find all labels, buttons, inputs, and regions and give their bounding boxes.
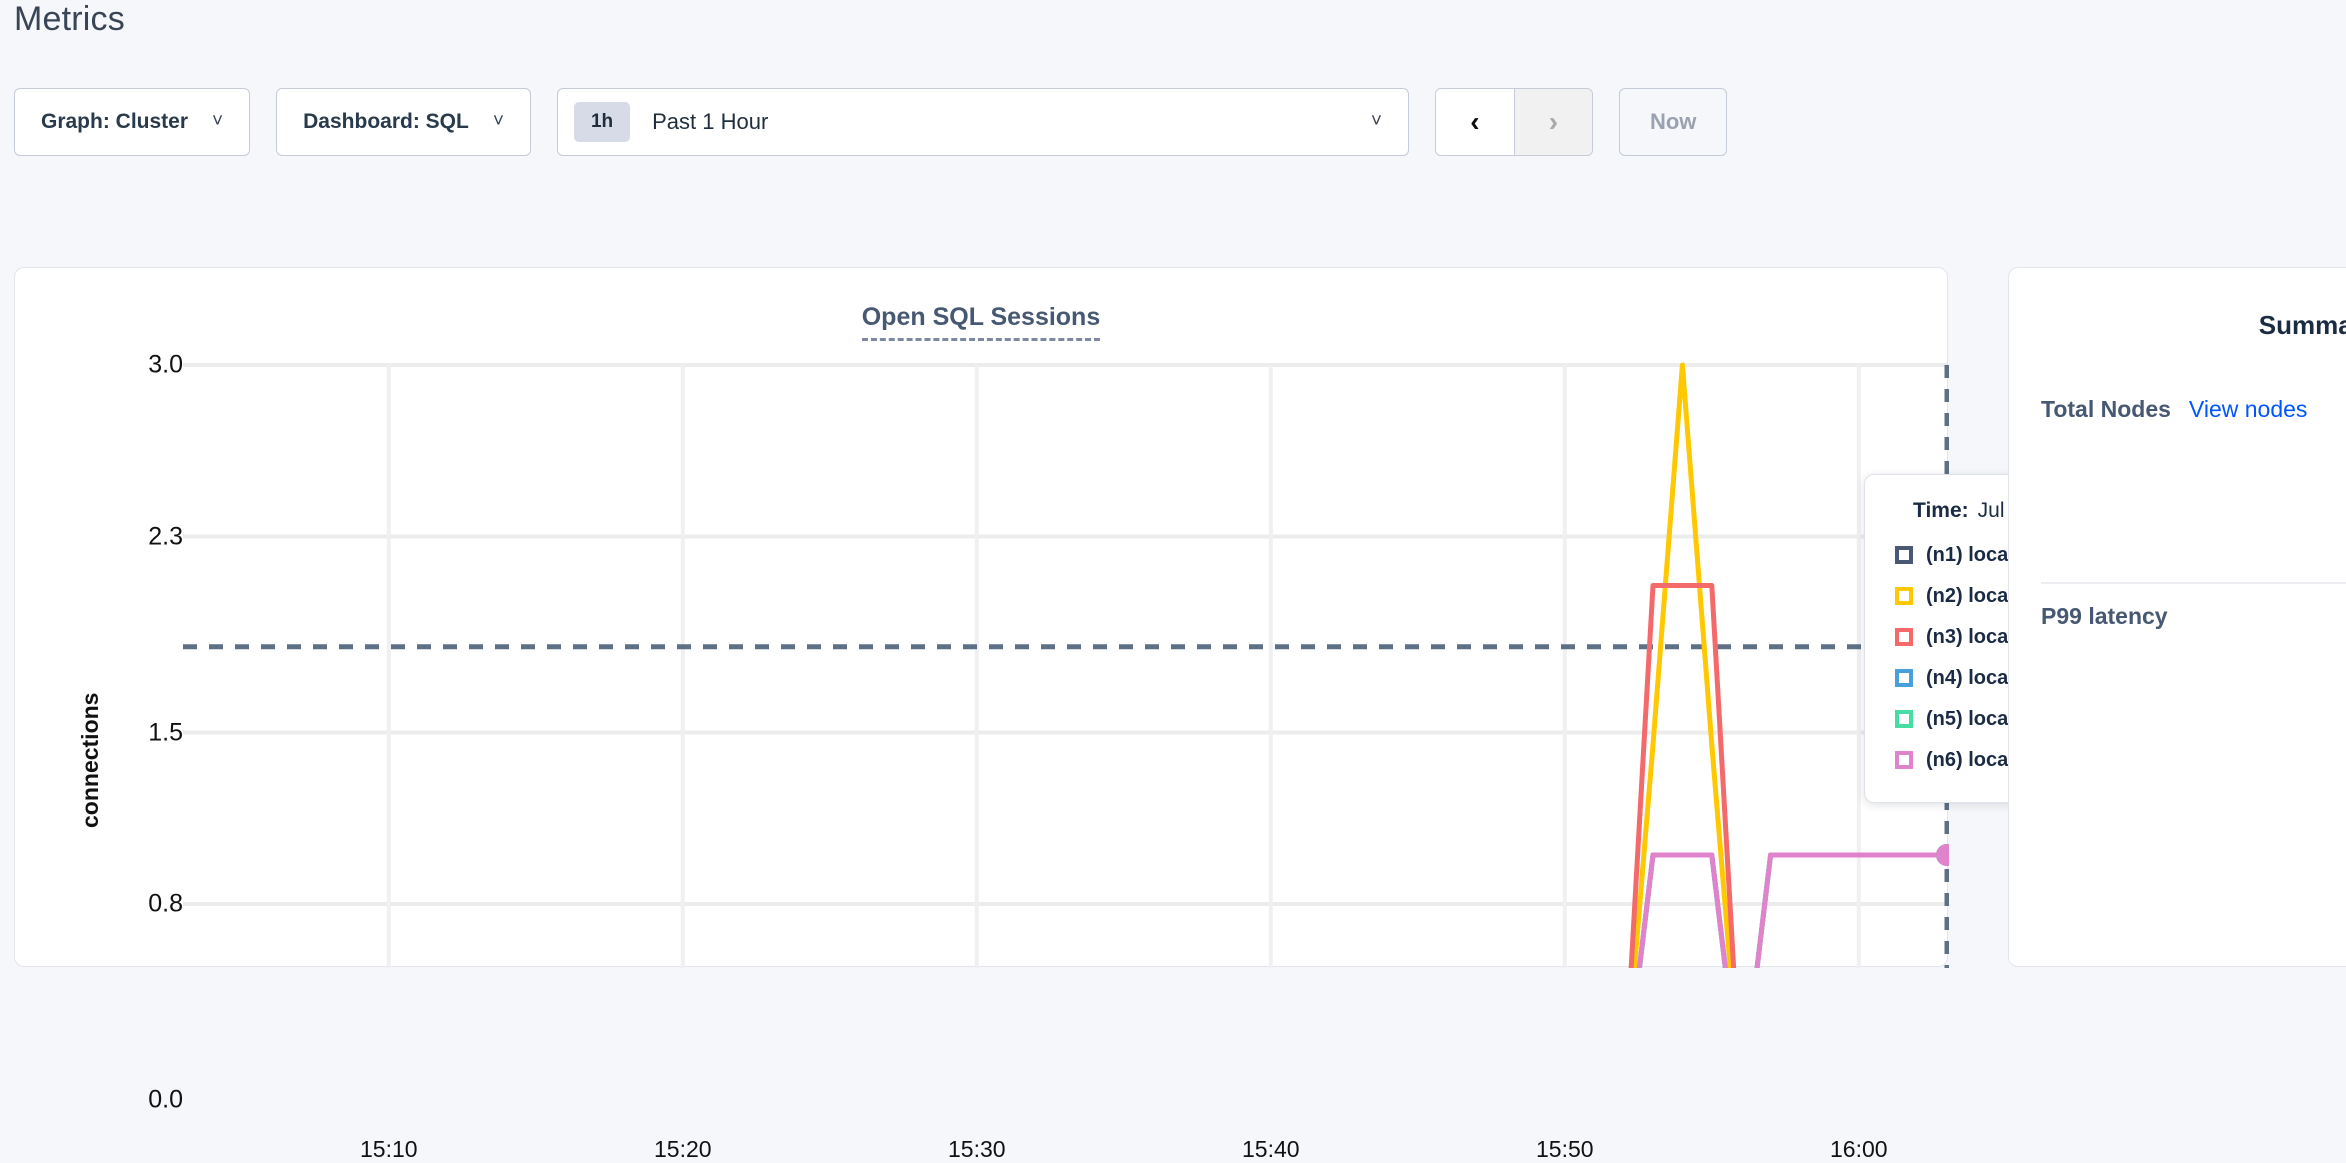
series-line [1636,852,1947,968]
tooltip-time-label: Time: [1913,499,1969,522]
series-color-swatch-icon [1895,546,1913,564]
total-nodes-label: Total Nodes [2041,396,2171,422]
x-axis-tick: 16:00 [1830,1136,1888,1162]
dashboard-select-label: Dashboard: SQL [303,110,469,133]
series-color-swatch-icon [1895,587,1913,605]
p99-latency-label: P99 latency [2041,603,2168,629]
graph-select-label: Graph: Cluster [41,110,189,133]
total-nodes-row: Total Nodes View nodes [2041,396,2307,423]
series-line [1628,583,1737,968]
series-line [1632,362,1733,968]
y-axis-tick: 0.0 [148,1085,183,1114]
series-line [1636,852,1947,968]
chart-title: Open SQL Sessions [15,303,1947,341]
chevron-down-icon: ˅ [212,111,224,132]
page-title: Metrics [14,0,125,38]
y-axis-tick: 0.8 [148,889,183,918]
y-axis-tick: 3.0 [148,350,183,379]
y-axis-tick: 1.5 [148,718,183,746]
series-hover-marker [1936,844,1949,866]
time-nav-group: ‹ › [1434,88,1593,156]
series-color-swatch-icon [1895,751,1913,769]
open-sql-sessions-card: Open SQL Sessions connections 0.0 0.8 1.5 2… [14,267,1949,1162]
x-axis-tick: 15:30 [948,1136,1006,1162]
summary-divider [2041,582,2346,584]
series-line [1636,852,1947,968]
time-range-badge: 1h [573,102,631,142]
view-nodes-link[interactable]: View nodes [2188,396,2308,422]
metrics-toolbar: Graph: Cluster ˅ Dashboard: SQL ˅ 1h Pas… [14,88,1728,156]
series-color-swatch-icon [1895,710,1913,728]
summary-title: Summary [2258,310,2346,340]
x-axis-tick: 15:10 [360,1136,418,1162]
chart-plot-area[interactable] [15,268,1949,968]
y-axis-tick: 2.3 [148,522,183,550]
time-range-select[interactable]: 1h Past 1 Hour ˅ [556,88,1409,156]
prev-time-button[interactable]: ‹ [1435,89,1514,155]
time-range-label: Past 1 Hour [652,109,769,134]
chevron-down-icon: ˅ [492,111,504,132]
x-axis-tick: 15:20 [654,1136,712,1162]
chevron-down-icon: ˅ [1370,111,1382,132]
graph-select[interactable]: Graph: Cluster ˅ [14,88,251,156]
summary-card: Summary Total Nodes View nodes P99 laten… [2008,267,2346,967]
series-color-swatch-icon [1895,669,1913,687]
next-time-button[interactable]: › [1513,89,1592,155]
series-color-swatch-icon [1895,628,1913,646]
dashboard-select[interactable]: Dashboard: SQL ˅ [276,88,531,156]
x-axis-tick: 15:40 [1242,1136,1300,1162]
x-axis-tick: 15:50 [1536,1136,1594,1162]
now-button[interactable]: Now [1618,88,1728,156]
